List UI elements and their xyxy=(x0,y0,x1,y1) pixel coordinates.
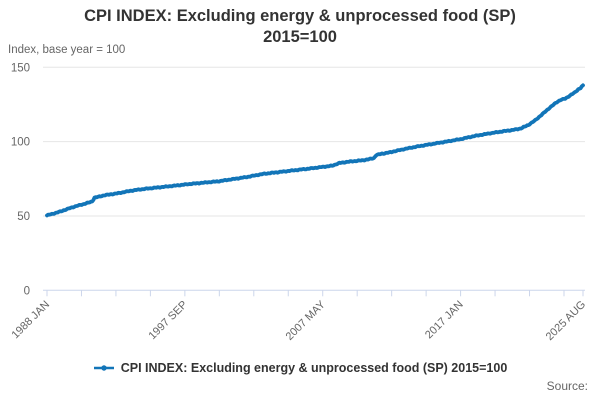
legend-label: CPI INDEX: Excluding energy & unprocesse… xyxy=(120,361,508,375)
chart-title: CPI INDEX: Excluding energy & unprocesse… xyxy=(0,6,600,48)
x-tick-label: 2017 JAN xyxy=(423,299,466,342)
legend: CPI INDEX: Excluding energy & unprocesse… xyxy=(0,361,600,375)
source-label: Source: xyxy=(546,379,588,393)
chart-title-line1: CPI INDEX: Excluding energy & unprocesse… xyxy=(84,7,516,25)
legend-item-cpi-series[interactable]: CPI INDEX: Excluding energy & unprocesse… xyxy=(93,361,508,375)
legend-line-marker-icon xyxy=(93,365,114,371)
x-tick-label: 1997 SEP xyxy=(146,299,190,343)
y-tick-label: 0 xyxy=(24,285,30,297)
chart-title-line2: 2015=100 xyxy=(263,28,337,46)
y-tick-label: 50 xyxy=(17,211,30,223)
series-line xyxy=(45,83,585,218)
x-tick-label: 1988 JAN xyxy=(9,299,52,342)
x-tick-label: 2007 MAY xyxy=(284,298,329,343)
y-tick-label: 150 xyxy=(11,62,30,74)
y-tick-label: 100 xyxy=(11,137,30,149)
x-tick-label: 2025 AUG xyxy=(544,299,588,343)
y-axis-title: Index, base year = 100 xyxy=(8,44,126,56)
